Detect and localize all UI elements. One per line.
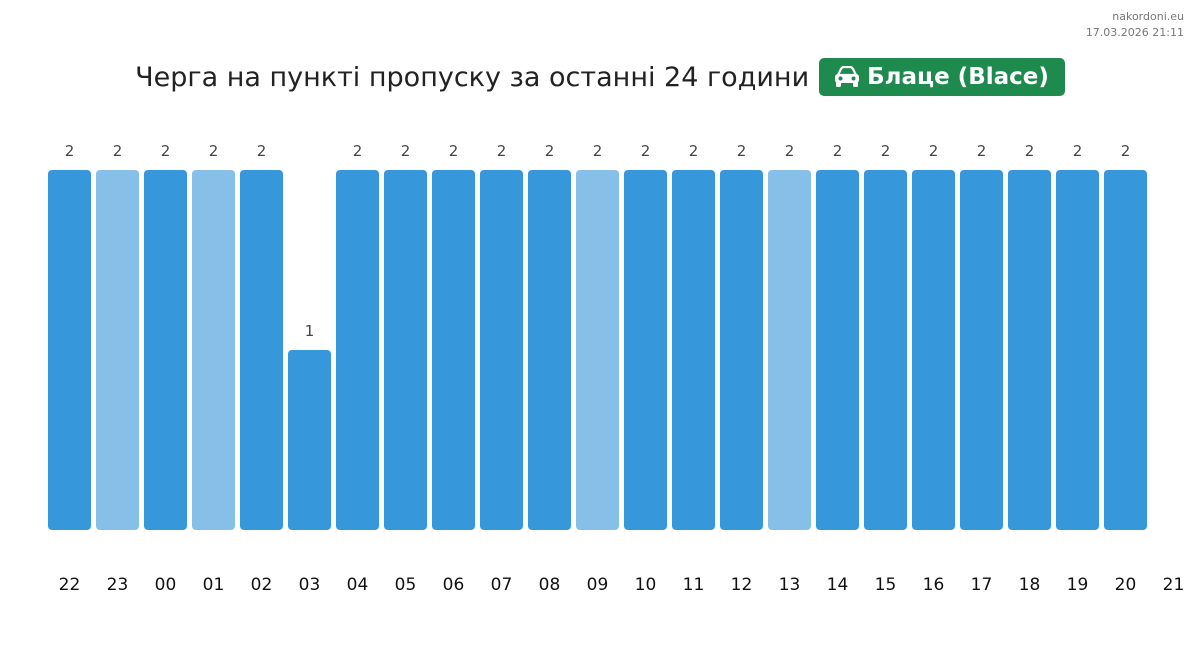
bar-02[interactable] [240, 170, 283, 530]
x-tick-14: 14 [827, 575, 849, 595]
data-label-22: 2 [65, 142, 75, 160]
data-label-08: 2 [545, 142, 555, 160]
x-tick-20: 20 [1115, 575, 1137, 595]
bar-04[interactable] [336, 170, 379, 530]
x-tick-23: 23 [107, 575, 129, 595]
source-site: nakordoni.eu [1112, 10, 1184, 23]
x-tick-01: 01 [203, 575, 225, 595]
x-tick-03: 03 [299, 575, 321, 595]
x-tick-11: 11 [683, 575, 705, 595]
data-label-03: 1 [305, 322, 315, 340]
data-label-11: 2 [689, 142, 699, 160]
data-label-20: 2 [1121, 142, 1131, 160]
source-info: nakordoni.eu 17.03.2026 21:11 [1086, 9, 1184, 41]
data-label-04: 2 [353, 142, 363, 160]
data-label-00: 2 [161, 142, 171, 160]
x-tick-09: 09 [587, 575, 609, 595]
bar-11[interactable] [672, 170, 715, 530]
bar-01[interactable] [192, 170, 235, 530]
data-label-13: 2 [785, 142, 795, 160]
bar-23[interactable] [96, 170, 139, 530]
data-label-15: 2 [881, 142, 891, 160]
x-tick-08: 08 [539, 575, 561, 595]
x-tick-10: 10 [635, 575, 657, 595]
x-tick-21: 21 [1163, 575, 1185, 595]
bar-10[interactable] [624, 170, 667, 530]
bar-15[interactable] [864, 170, 907, 530]
header: Черга на пункті пропуску за останні 24 г… [0, 58, 1200, 96]
bar-13[interactable] [768, 170, 811, 530]
data-label-16: 2 [929, 142, 939, 160]
bar-08[interactable] [528, 170, 571, 530]
chart-title: Черга на пункті пропуску за останні 24 г… [135, 61, 810, 93]
bar-16[interactable] [912, 170, 955, 530]
bar-09[interactable] [576, 170, 619, 530]
data-label-07: 2 [497, 142, 507, 160]
data-label-23: 2 [113, 142, 123, 160]
data-label-06: 2 [449, 142, 459, 160]
x-tick-06: 06 [443, 575, 465, 595]
data-label-14: 2 [833, 142, 843, 160]
bar-06[interactable] [432, 170, 475, 530]
data-label-05: 2 [401, 142, 411, 160]
bar-14[interactable] [816, 170, 859, 530]
x-tick-22: 22 [59, 575, 81, 595]
bar-22[interactable] [48, 170, 91, 530]
data-label-09: 2 [593, 142, 603, 160]
car-icon [835, 66, 860, 87]
bar-03[interactable] [288, 350, 331, 530]
x-tick-05: 05 [395, 575, 417, 595]
source-timestamp: 17.03.2026 21:11 [1085, 26, 1184, 39]
checkpoint-badge[interactable]: Блаце (Blace) [819, 58, 1065, 96]
data-label-10: 2 [641, 142, 651, 160]
x-tick-16: 16 [923, 575, 945, 595]
data-label-19: 2 [1073, 142, 1083, 160]
bar-07[interactable] [480, 170, 523, 530]
data-label-01: 2 [209, 142, 219, 160]
x-tick-19: 19 [1067, 575, 1089, 595]
bar-17[interactable] [960, 170, 1003, 530]
data-label-12: 2 [737, 142, 747, 160]
data-label-02: 2 [257, 142, 267, 160]
x-tick-02: 02 [251, 575, 273, 595]
x-tick-18: 18 [1019, 575, 1041, 595]
bar-19[interactable] [1056, 170, 1099, 530]
x-tick-12: 12 [731, 575, 753, 595]
data-label-18: 2 [1025, 142, 1035, 160]
badge-label: Блаце (Blace) [867, 64, 1049, 90]
x-tick-07: 07 [491, 575, 513, 595]
x-tick-04: 04 [347, 575, 369, 595]
bar-12[interactable] [720, 170, 763, 530]
x-tick-13: 13 [779, 575, 801, 595]
bar-18[interactable] [1008, 170, 1051, 530]
bar-20[interactable] [1104, 170, 1147, 530]
data-label-17: 2 [977, 142, 987, 160]
x-tick-17: 17 [971, 575, 993, 595]
bar-00[interactable] [144, 170, 187, 530]
x-tick-00: 00 [155, 575, 177, 595]
x-tick-15: 15 [875, 575, 897, 595]
bar-05[interactable] [384, 170, 427, 530]
